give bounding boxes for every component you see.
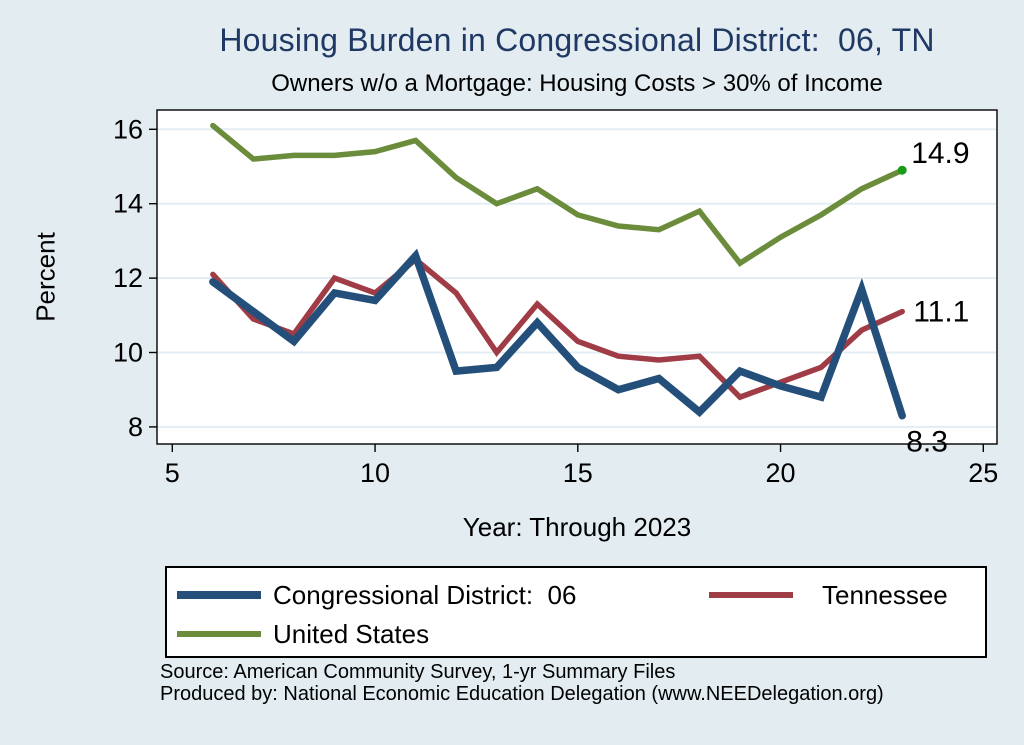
end-value-label: 14.9 bbox=[911, 137, 969, 170]
series-line-2 bbox=[210, 122, 905, 267]
x-tick-label: 20 bbox=[766, 458, 796, 488]
legend-label-united-states: United States bbox=[273, 619, 430, 649]
y-tick-label: 8 bbox=[128, 412, 143, 442]
legend-label-tennessee: Tennessee bbox=[822, 580, 948, 610]
source-line: Source: American Community Survey, 1-yr … bbox=[160, 661, 676, 683]
x-tick-label: 5 bbox=[165, 458, 180, 488]
chart-subtitle: Owners w/o a Mortgage: Housing Costs > 3… bbox=[271, 70, 883, 97]
x-axis-title: Year: Through 2023 bbox=[462, 512, 692, 542]
source-notes: Source: American Community Survey, 1-yr … bbox=[160, 661, 1000, 705]
legend: Congressional District: 06 Tennessee Uni… bbox=[165, 566, 987, 658]
plot-frame bbox=[156, 109, 998, 445]
y-axis-title: Percent bbox=[30, 232, 61, 322]
legend-label-district: Congressional District: 06 bbox=[273, 580, 577, 610]
x-tick-label: 15 bbox=[563, 458, 593, 488]
legend-swatch-united-states bbox=[177, 631, 261, 637]
plot-area bbox=[157, 110, 997, 444]
x-tick-label: 25 bbox=[968, 458, 998, 488]
series-line-1 bbox=[210, 255, 905, 401]
chart-title: Housing Burden in Congressional District… bbox=[219, 22, 935, 58]
y-tick-label: 16 bbox=[113, 114, 143, 144]
y-tick-label: 10 bbox=[113, 338, 143, 368]
produced-by-line: Produced by: National Economic Education… bbox=[160, 683, 884, 705]
y-tick-label: 12 bbox=[113, 263, 143, 293]
end-value-label: 11.1 bbox=[913, 296, 969, 329]
y-tick-label: 14 bbox=[113, 189, 143, 219]
series-end-marker bbox=[897, 165, 907, 175]
legend-swatch-tennessee bbox=[709, 592, 793, 598]
x-tick-label: 10 bbox=[360, 458, 390, 488]
legend-swatch-district bbox=[177, 591, 261, 599]
series-line-0 bbox=[209, 248, 906, 420]
end-value-label: 8.3 bbox=[906, 426, 948, 459]
